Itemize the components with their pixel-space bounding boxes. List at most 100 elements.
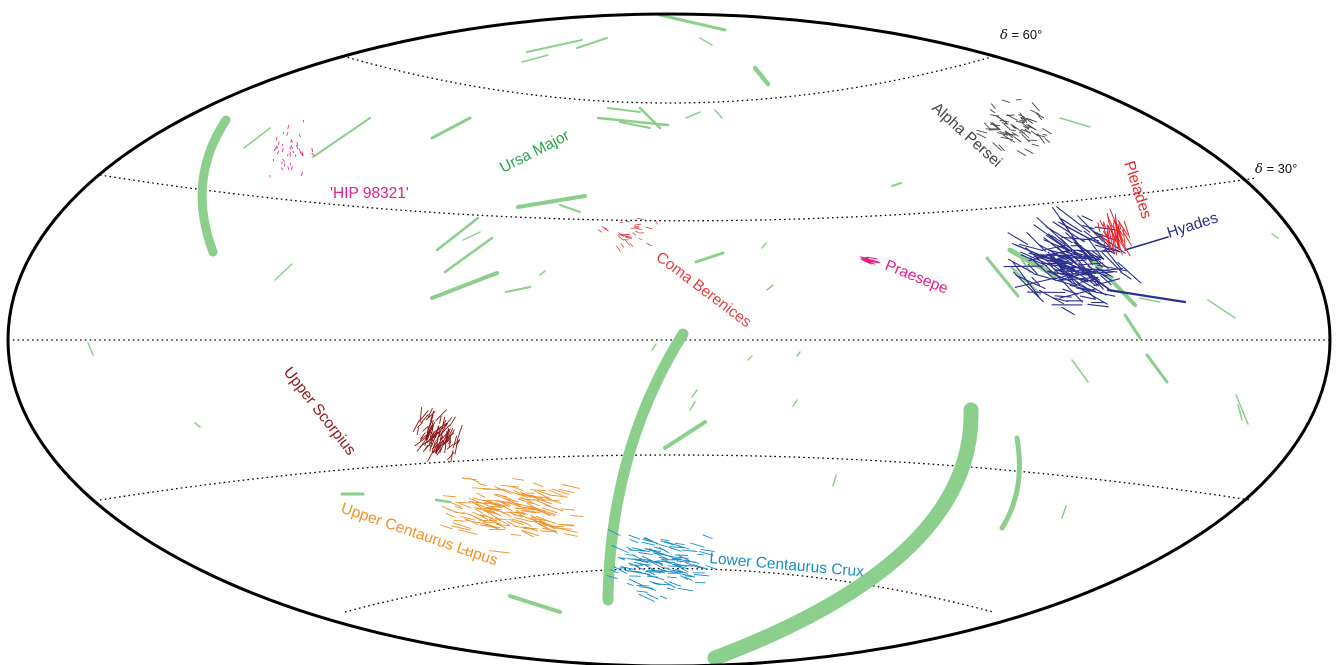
streaks-praesepe — [859, 256, 881, 265]
star-streak — [533, 498, 551, 507]
stream-segment — [462, 231, 481, 241]
label-lower-centaurus-crux: Lower Centaurus Crux — [709, 550, 865, 580]
star-streak — [1029, 257, 1057, 281]
star-streak — [659, 595, 668, 600]
star-streak — [533, 482, 544, 488]
star-streak — [1061, 306, 1075, 316]
star-streak — [454, 439, 460, 445]
star-streak — [456, 424, 463, 441]
star-streak — [1020, 116, 1027, 121]
star-streak — [617, 556, 625, 561]
star-streak — [1117, 220, 1128, 236]
star-streak — [1090, 275, 1111, 291]
stream-segment — [559, 204, 581, 213]
star-streak — [1117, 261, 1142, 284]
star-streak — [1097, 222, 1101, 233]
sky-boundary — [6, 12, 1332, 665]
star-streak — [1116, 232, 1120, 250]
star-streak — [494, 517, 510, 526]
star-streak — [658, 568, 668, 572]
star-streak — [658, 546, 670, 554]
star-streak — [526, 505, 546, 512]
star-streak — [536, 509, 551, 517]
grid-line-dec-60s — [344, 567, 994, 613]
star-streak — [497, 503, 513, 512]
star-streak — [1038, 289, 1064, 305]
declination-grid — [8, 55, 1330, 613]
star-streak — [422, 426, 429, 432]
star-streak — [1122, 230, 1132, 246]
star-streak — [625, 570, 641, 573]
stream-segment — [435, 216, 480, 252]
star-streak — [646, 593, 659, 600]
star-streak — [635, 230, 639, 233]
star-streak — [291, 139, 293, 143]
star-streak — [531, 494, 546, 501]
star-streak — [477, 482, 487, 487]
star-streak — [1100, 247, 1114, 252]
star-streak — [1061, 236, 1099, 242]
star-streak — [280, 167, 284, 171]
label-hip-98321: 'HIP 98321' — [330, 185, 409, 202]
star-streak — [625, 554, 636, 556]
star-streak — [992, 142, 1002, 151]
star-streak — [638, 593, 655, 602]
star-streak — [1057, 256, 1089, 260]
star-streak — [521, 529, 540, 537]
star-streak — [1035, 134, 1046, 138]
star-streak — [460, 516, 475, 521]
stream-segment — [651, 343, 657, 351]
star-streak — [512, 514, 525, 517]
star-streak — [544, 522, 563, 530]
star-streak — [1069, 284, 1092, 292]
star-streak — [1019, 112, 1028, 124]
star-streak — [1030, 109, 1040, 115]
stream-segment — [691, 389, 698, 398]
star-streak — [1106, 230, 1111, 251]
star-streak — [479, 519, 498, 522]
star-streak — [1001, 99, 1011, 103]
label-upper-scorpius: Upper Scorpius — [280, 364, 359, 459]
star-streak — [435, 426, 442, 434]
star-streak — [311, 147, 313, 153]
star-streak — [429, 431, 436, 442]
star-streak — [524, 517, 538, 521]
star-streak — [532, 519, 547, 525]
star-streak — [450, 525, 471, 531]
star-streak — [452, 522, 472, 529]
star-streak — [1100, 275, 1112, 286]
star-streak — [676, 554, 691, 562]
star-streak — [273, 147, 276, 152]
stream-segment — [430, 271, 499, 300]
star-streak — [464, 518, 479, 525]
star-streak — [1042, 134, 1048, 136]
star-streak — [428, 414, 434, 429]
star-streak — [1107, 219, 1115, 238]
star-streak — [414, 436, 427, 447]
star-streak — [657, 560, 676, 564]
star-streak — [553, 527, 572, 530]
grid-label-dec60: δ = 60° — [1000, 27, 1042, 43]
star-streak — [524, 506, 542, 511]
stream-segment — [1071, 359, 1089, 383]
star-streak — [479, 515, 488, 520]
star-streak — [474, 508, 484, 514]
star-streak — [474, 517, 487, 523]
star-streak — [996, 115, 1007, 123]
star-streak — [500, 501, 510, 508]
star-streak — [281, 147, 284, 153]
stream-segment — [792, 399, 798, 407]
star-streak — [638, 237, 643, 241]
star-streak — [660, 540, 675, 546]
star-streak — [639, 549, 650, 553]
star-streak — [608, 529, 621, 536]
star-streak — [471, 487, 492, 490]
star-streak — [676, 560, 690, 563]
star-streak — [1073, 241, 1094, 261]
star-streak — [667, 576, 677, 579]
grid-line-dec-60n — [342, 55, 996, 104]
star-streak — [454, 505, 464, 510]
stream-arc — [707, 402, 979, 665]
star-streak — [420, 432, 426, 440]
